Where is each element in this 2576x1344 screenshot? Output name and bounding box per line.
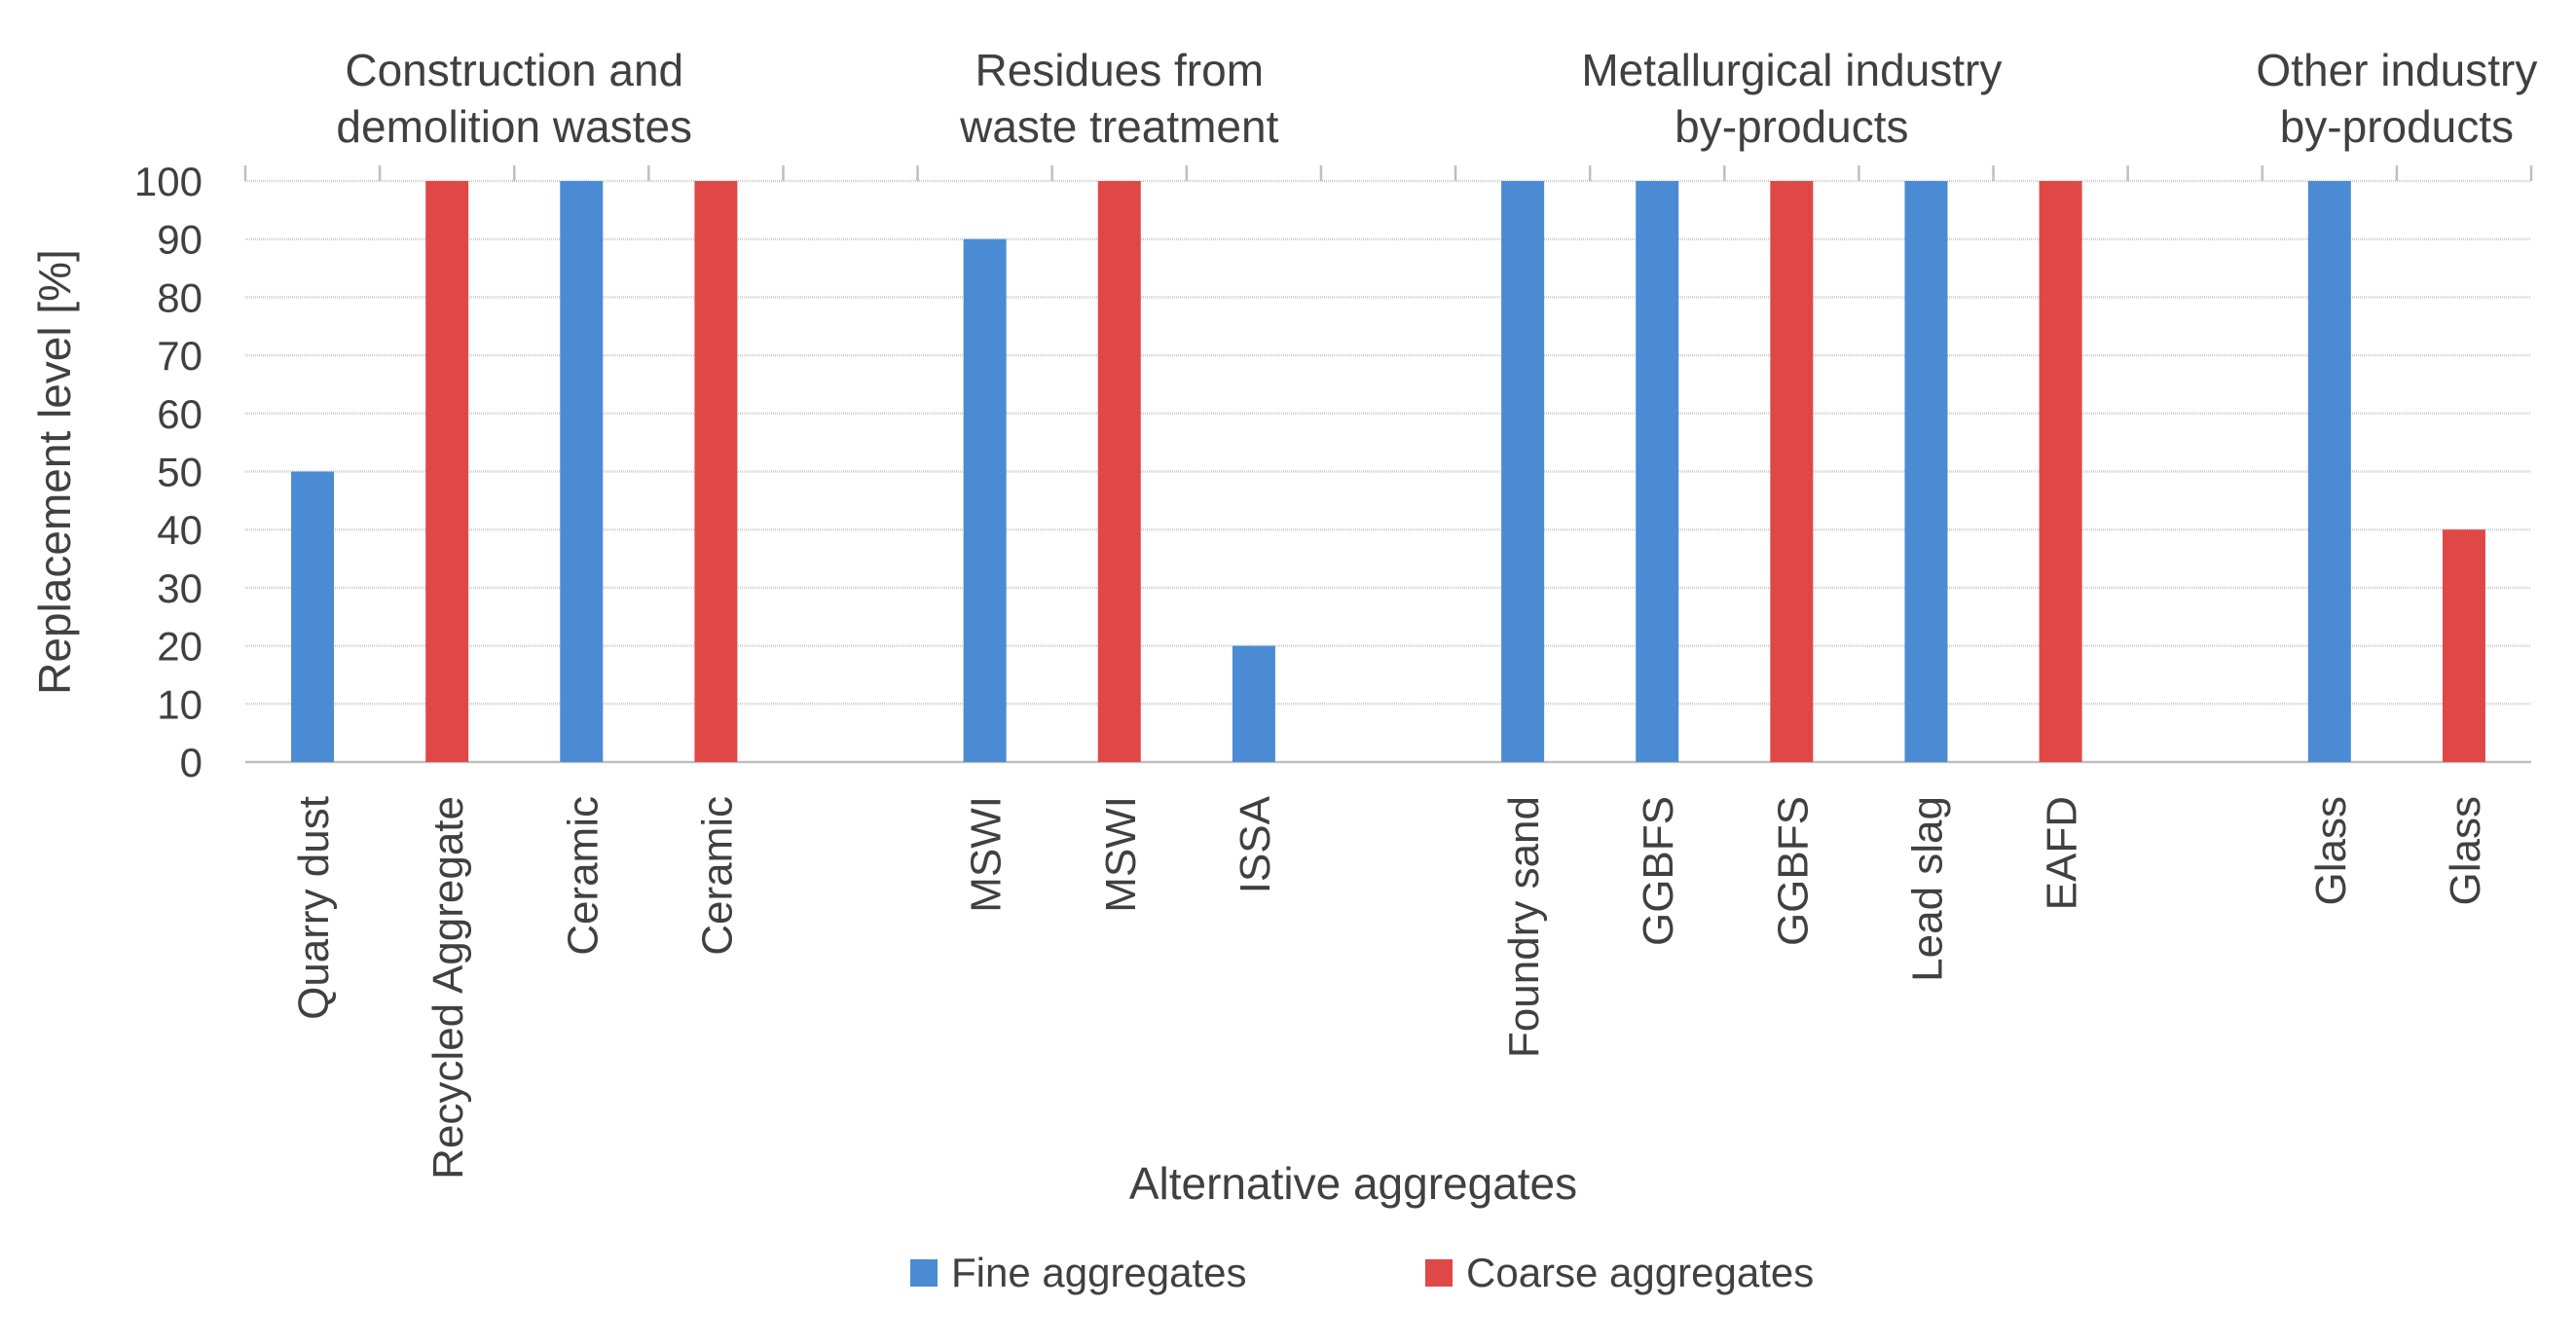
x-axis-category-labels: Quarry dust Recycled Aggregate Ceramic Cera… <box>290 795 2489 1179</box>
bar-quarry-dust <box>291 471 335 762</box>
group-label: Metallurgical industry by-products <box>1581 45 2002 152</box>
x-category-label: Ceramic <box>693 796 741 956</box>
x-category-label: Lead slag <box>1903 796 1951 982</box>
bar-eafd <box>2039 181 2082 762</box>
legend-label: Fine aggregates <box>951 1250 1247 1295</box>
y-tick-label: 30 <box>157 565 202 611</box>
x-category-label: MSWI <box>963 796 1011 913</box>
group-label: Other industry by-products <box>2256 45 2537 152</box>
x-category-label: GGBFS <box>1635 796 1682 946</box>
legend: Fine aggregates Coarse aggregates <box>910 1250 1814 1295</box>
y-tick-label: 0 <box>180 740 202 785</box>
bar-ceramic <box>694 181 738 762</box>
y-tick-label: 70 <box>157 333 202 379</box>
x-category-label: Foundry sand <box>1500 796 1548 1058</box>
x-category-label: MSWI <box>1097 796 1145 913</box>
bar-issa <box>1232 645 1275 762</box>
legend-label: Coarse aggregates <box>1466 1250 1814 1295</box>
y-tick-label: 90 <box>157 217 202 263</box>
bar-ceramic <box>560 181 604 762</box>
group-label-line: Other industry <box>2256 45 2537 95</box>
group-dividers <box>243 165 2533 181</box>
bar-ggbfs <box>1636 181 1679 762</box>
group-label: Construction and demolition wastes <box>336 45 692 152</box>
legend-swatch <box>1425 1259 1453 1287</box>
bar-glass <box>2307 181 2351 762</box>
group-label-line: waste treatment <box>959 101 1278 152</box>
bar-lead-slag <box>1904 181 1948 762</box>
bar-mswi <box>1097 181 1141 762</box>
bar-mswi <box>963 238 1007 762</box>
bar-glass <box>2442 529 2485 762</box>
x-category-label: Quarry dust <box>290 796 338 1020</box>
group-labels: Construction and demolition wastes Residue… <box>336 45 2537 152</box>
y-tick-label: 10 <box>157 681 202 727</box>
x-category-label: EAFD <box>2039 796 2086 910</box>
bar-ggbfs <box>1770 181 1814 762</box>
y-tick-label: 100 <box>134 159 202 204</box>
x-category-label: Ceramic <box>559 796 607 956</box>
x-category-label: Glass <box>2442 796 2489 905</box>
group-label: Residues from waste treatment <box>959 45 1278 152</box>
y-axis-title: Replacement level [%] <box>29 249 80 695</box>
x-category-label: GGBFS <box>1769 796 1817 946</box>
group-label-line: by-products <box>2280 101 2514 152</box>
y-tick-label: 20 <box>157 624 202 670</box>
group-label-line: Residues from <box>975 45 1264 95</box>
group-label-line: Metallurgical industry <box>1581 45 2002 95</box>
group-label-line: by-products <box>1674 101 1908 152</box>
x-category-label: Glass <box>2307 796 2355 905</box>
gridlines <box>245 179 2531 764</box>
x-axis-title: Alternative aggregates <box>1129 1158 1577 1209</box>
y-axis-ticks: 0 10 20 30 40 50 60 70 80 90 100 <box>134 159 202 785</box>
y-tick-label: 80 <box>157 274 202 320</box>
x-category-label: ISSA <box>1232 795 1279 893</box>
x-category-label: Recycled Aggregate <box>424 796 472 1180</box>
y-tick-label: 50 <box>157 450 202 495</box>
y-tick-label: 40 <box>157 507 202 553</box>
legend-swatch <box>910 1259 938 1287</box>
y-tick-label: 60 <box>157 391 202 437</box>
group-label-line: Construction and <box>345 45 683 95</box>
bar-foundry-sand <box>1501 181 1545 762</box>
group-label-line: demolition wastes <box>336 101 692 152</box>
bar-recycled-aggregate <box>425 181 469 762</box>
bars <box>291 181 2485 762</box>
